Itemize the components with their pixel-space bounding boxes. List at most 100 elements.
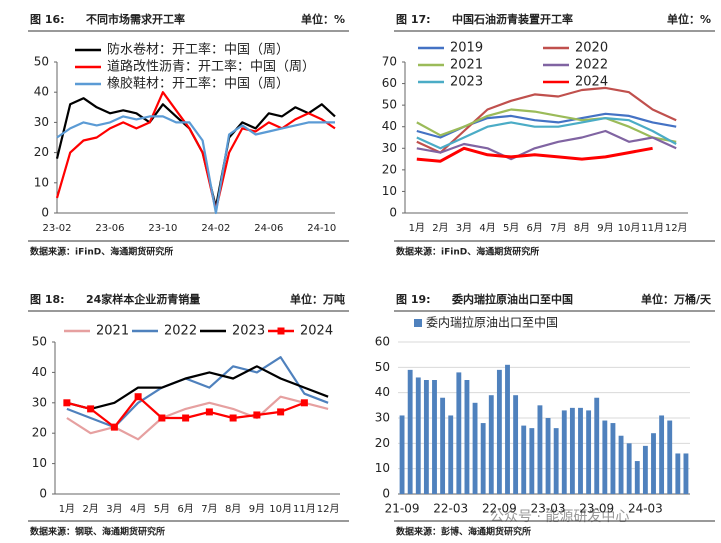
legend-swatch bbox=[414, 319, 422, 327]
legend-label: 委内瑞拉原油出口至中国 bbox=[426, 315, 558, 330]
y-tick-label: 50 bbox=[375, 360, 390, 374]
y-tick-label: 50 bbox=[34, 55, 49, 69]
bar bbox=[659, 415, 665, 494]
bar bbox=[610, 423, 616, 494]
y-tick-label: 40 bbox=[34, 85, 49, 99]
y-tick-label: 40 bbox=[382, 119, 397, 133]
series-line bbox=[416, 117, 677, 150]
point-marker bbox=[253, 411, 261, 419]
series-line bbox=[56, 115, 335, 215]
point-marker bbox=[182, 414, 190, 422]
y-tick-label: 0 bbox=[382, 487, 390, 501]
unit-label: 单位：万桶/天 bbox=[641, 292, 712, 306]
point-marker bbox=[158, 414, 166, 422]
source-note: 数据来源：彭博、海通期货研究所 bbox=[396, 526, 531, 538]
point-marker bbox=[110, 423, 118, 431]
legend-label: 2023 bbox=[232, 324, 265, 339]
series-line bbox=[66, 356, 329, 429]
x-tick-label: 22-09 bbox=[482, 502, 517, 516]
legend-label: 橡胶鞋材：开工率：中国（周） bbox=[107, 76, 289, 92]
point-marker bbox=[87, 405, 95, 413]
bar bbox=[651, 433, 656, 494]
bar bbox=[505, 364, 510, 494]
x-tick-label: 1月 bbox=[59, 503, 75, 515]
y-tick-label: 20 bbox=[375, 436, 390, 450]
legend-label: 2021 bbox=[450, 58, 483, 73]
x-tick-label: 6月 bbox=[527, 222, 543, 234]
x-tick-label: 10月 bbox=[269, 503, 292, 515]
x-tick-label: 3月 bbox=[106, 503, 122, 515]
source-note: 数据来源：iFinD、海通期货研究所 bbox=[396, 246, 539, 258]
y-tick-label: 50 bbox=[382, 98, 397, 112]
x-tick-label: 7月 bbox=[550, 222, 566, 234]
bar bbox=[578, 407, 583, 494]
point-marker bbox=[63, 399, 71, 407]
x-tick-label: 23-06 bbox=[95, 223, 124, 234]
bar bbox=[561, 410, 567, 494]
y-tick-label: 60 bbox=[382, 76, 397, 90]
legend-label: 2022 bbox=[164, 324, 197, 339]
legend-label: 防水卷材：开工率：中国（周） bbox=[107, 42, 289, 58]
bar bbox=[683, 453, 689, 494]
x-tick-label: 7月 bbox=[201, 503, 217, 515]
point-marker bbox=[277, 408, 285, 416]
y-tick-label: 50 bbox=[32, 335, 47, 349]
y-tick-label: 40 bbox=[32, 365, 47, 379]
series-line bbox=[416, 86, 677, 154]
series-line bbox=[66, 365, 329, 410]
y-tick-label: 20 bbox=[382, 162, 397, 176]
bar bbox=[423, 380, 429, 494]
bar bbox=[594, 397, 600, 494]
x-tick-label: 24-06 bbox=[254, 223, 283, 234]
chart-title: 24家样本企业沥青销量 bbox=[86, 292, 200, 306]
bar bbox=[569, 407, 575, 494]
bar bbox=[472, 402, 478, 494]
legend-label: 2024 bbox=[300, 324, 333, 339]
figure-label: 图 18: bbox=[30, 293, 65, 306]
series-line bbox=[416, 146, 653, 163]
series-line bbox=[55, 97, 336, 209]
x-tick-label: 1月 bbox=[409, 222, 425, 234]
legend-label: 2023 bbox=[450, 75, 483, 90]
legend-label: 2021 bbox=[96, 324, 129, 339]
bar bbox=[634, 461, 640, 494]
x-tick-label: 21-09 bbox=[385, 502, 420, 516]
x-tick-label: 24-03 bbox=[628, 502, 663, 516]
y-tick-label: 20 bbox=[32, 426, 47, 440]
y-tick-label: 70 bbox=[382, 55, 397, 69]
x-tick-label: 4月 bbox=[130, 503, 146, 515]
x-tick-label: 23-09 bbox=[579, 502, 614, 516]
bar bbox=[545, 418, 551, 494]
series-line bbox=[416, 108, 677, 143]
bar bbox=[415, 377, 421, 494]
x-tick-label: 6月 bbox=[177, 503, 193, 515]
y-tick-label: 20 bbox=[34, 145, 49, 159]
bar bbox=[667, 420, 673, 494]
x-tick-label: 3月 bbox=[456, 222, 472, 234]
point-marker bbox=[205, 408, 213, 416]
bar bbox=[432, 380, 437, 494]
bar bbox=[626, 443, 632, 494]
bar bbox=[586, 410, 592, 494]
source-note: 数据来源：iFinD、海通期货研究所 bbox=[30, 246, 173, 258]
y-tick-label: 40 bbox=[375, 385, 390, 399]
x-tick-label: 22-03 bbox=[433, 502, 468, 516]
figure-label: 图 17: bbox=[396, 13, 431, 26]
x-tick-label: 5月 bbox=[503, 222, 519, 234]
x-tick-label: 11月 bbox=[641, 222, 664, 234]
series-line bbox=[66, 395, 329, 441]
bar bbox=[521, 425, 527, 494]
unit-label: 单位：万吨 bbox=[290, 292, 345, 306]
y-tick-label: 10 bbox=[375, 461, 390, 475]
x-tick-label: 2月 bbox=[432, 222, 448, 234]
bar bbox=[496, 369, 502, 494]
series-line bbox=[55, 91, 336, 212]
y-tick-label: 10 bbox=[32, 456, 47, 470]
x-tick-label: 4月 bbox=[479, 222, 495, 234]
chart-title: 委内瑞拉原油出口至中国 bbox=[451, 292, 573, 306]
y-tick-label: 30 bbox=[32, 395, 47, 409]
bar bbox=[480, 423, 486, 494]
y-tick-label: 30 bbox=[382, 141, 397, 155]
y-tick-label: 0 bbox=[39, 487, 47, 501]
bar bbox=[618, 435, 624, 494]
